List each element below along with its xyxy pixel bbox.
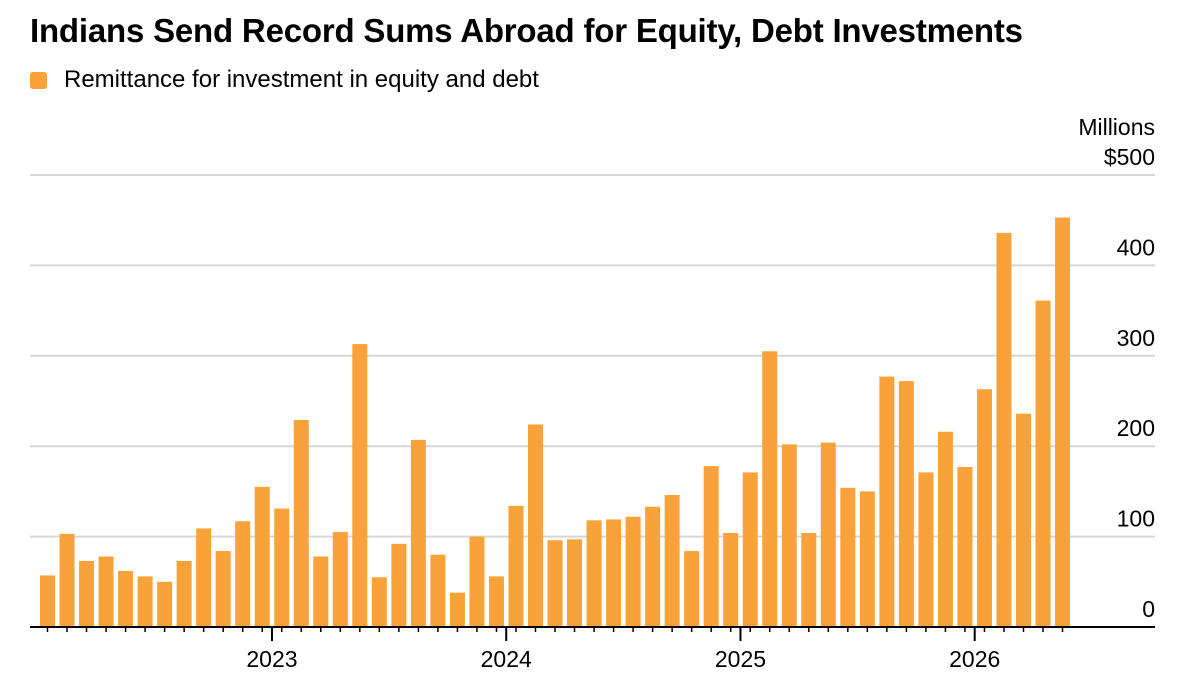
bar [1035, 300, 1051, 627]
bar [859, 491, 875, 627]
bar [235, 521, 251, 627]
bar [703, 466, 719, 627]
bar [196, 528, 212, 627]
bar [723, 532, 739, 627]
legend-swatch [30, 71, 47, 89]
bar [79, 561, 95, 627]
bar [137, 576, 153, 627]
x-axis-labels: 2023 2024 2025 2026 [246, 646, 1000, 672]
bar [274, 508, 290, 627]
bar [488, 576, 504, 627]
bar [840, 487, 856, 627]
bar [59, 533, 75, 627]
y-unit-label: Millions [1078, 114, 1155, 140]
bar [1055, 217, 1071, 627]
x-tick-label: 2026 [949, 646, 1000, 672]
bar [157, 581, 173, 627]
bar [254, 486, 270, 627]
y-axis-labels: 0 100 200 300 400 $500 Millions [1078, 114, 1155, 622]
bar [957, 466, 973, 627]
bars [40, 217, 1071, 627]
bar [918, 472, 934, 627]
bar [118, 570, 134, 627]
bar [976, 389, 992, 627]
bar [410, 439, 426, 627]
bar [645, 506, 661, 627]
y-tick-label: 400 [1117, 234, 1155, 260]
y-tick-label: 100 [1117, 506, 1155, 532]
bar [430, 554, 446, 627]
bar [98, 556, 114, 627]
x-tick-label: 2025 [715, 646, 766, 672]
bar [176, 561, 192, 627]
bar [547, 540, 563, 627]
bar [469, 536, 485, 627]
bar [1016, 413, 1031, 627]
bar [449, 592, 465, 627]
bar [898, 381, 914, 627]
bar [371, 577, 387, 627]
x-axis [30, 626, 1155, 641]
legend-label: Remittance for investment in equity and … [64, 66, 539, 93]
bar [40, 575, 55, 627]
legend: Remittance for investment in equity and … [30, 66, 539, 94]
chart-title: Indians Send Record Sums Abroad for Equi… [30, 12, 1023, 49]
bar [664, 495, 680, 627]
x-tick-label: 2023 [246, 646, 297, 672]
y-tick-label: 0 [1142, 596, 1155, 622]
bar [508, 505, 524, 627]
x-tick-label: 2024 [481, 646, 532, 672]
bar [742, 472, 758, 627]
bar [625, 516, 641, 627]
bar [937, 431, 953, 627]
bar [801, 532, 817, 627]
bar [567, 539, 583, 627]
bar [352, 344, 368, 627]
bar [293, 419, 309, 627]
bar [215, 551, 231, 627]
bar [684, 551, 700, 627]
bar [606, 519, 622, 627]
y-tick-label: 300 [1117, 325, 1155, 351]
bar [879, 376, 895, 627]
bar [762, 351, 778, 627]
y-tick-label: 200 [1117, 415, 1155, 441]
bar [391, 543, 407, 627]
bar [528, 424, 543, 627]
bar [586, 520, 602, 627]
bar [996, 232, 1012, 627]
bar [781, 444, 797, 627]
bar [313, 556, 329, 627]
bar [820, 442, 836, 627]
y-tick-label: $500 [1104, 144, 1155, 170]
bar [332, 532, 348, 627]
